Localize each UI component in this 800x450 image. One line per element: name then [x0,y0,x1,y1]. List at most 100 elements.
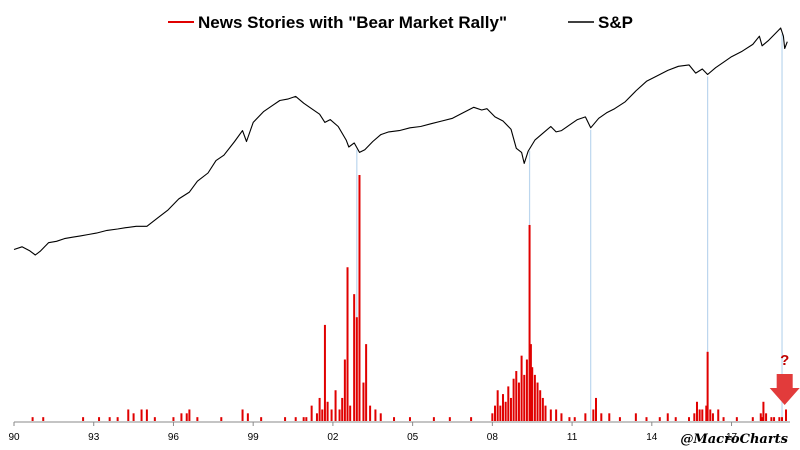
news-bar [153,417,156,421]
news-bar [618,417,621,421]
connector-lines [356,34,783,421]
news-bar [260,417,263,421]
news-bar [706,351,709,421]
news-bar [180,413,183,421]
news-bar [573,417,576,421]
legend-label-sp: S&P [598,13,633,32]
news-bar [132,413,135,421]
x-tick-label: 17 [726,432,738,443]
news-bar [470,417,473,421]
news-bar [765,413,768,421]
sp-line-path [13,27,788,256]
news-bar [305,417,308,421]
news-bar [393,417,396,421]
news-bar [374,409,377,421]
news-bar [98,417,101,421]
news-bar [346,267,349,421]
news-bar [369,405,372,421]
news-bar [343,359,346,421]
news-bar [196,417,199,421]
news-bar [318,397,321,421]
news-bar [31,417,34,421]
news-bar [127,409,130,421]
news-bar [140,409,143,421]
x-tick-label: 99 [248,432,260,443]
news-bar [528,224,531,421]
news-bar [172,417,175,421]
news-bar [701,409,704,421]
news-bar [353,294,356,421]
news-bar [584,413,587,421]
news-bar [310,405,313,421]
news-bar [666,413,669,421]
news-bar [220,417,223,421]
news-bar [185,413,188,421]
news-bar [507,386,510,421]
news-bar [674,417,677,421]
news-bar [533,374,536,421]
news-bar [326,401,329,421]
news-bar [523,374,526,421]
news-bar [539,390,542,421]
x-tick-label: 05 [407,432,419,443]
news-bar [592,409,595,421]
news-bar [512,378,515,421]
news-bar [711,413,714,421]
news-bar [762,401,765,421]
news-bar [608,413,611,421]
news-bar [544,405,547,421]
annotation: ? [769,352,800,405]
sp-line [13,27,788,256]
news-bar [362,382,365,421]
legend: News Stories with "Bear Market Rally" S&… [168,13,633,32]
news-bar [785,409,788,421]
news-bar [568,417,571,421]
news-bar [408,417,411,421]
news-bar [499,405,502,421]
news-bar [509,397,512,421]
news-bar [241,409,244,421]
news-bar [355,317,358,421]
news-bar [42,417,45,421]
news-bar [323,324,326,421]
news-bar [695,401,698,421]
news-bar [349,405,352,421]
news-bar [698,409,701,421]
news-bar [658,417,661,421]
news-bar [735,417,738,421]
news-bar [560,413,563,421]
news-bar [536,382,539,421]
news-bar [432,417,435,421]
news-bar [520,355,523,421]
news-bar [188,409,191,421]
news-bar [358,175,361,421]
down-arrow-icon [769,374,800,405]
news-bar [717,409,720,421]
news-bar [595,397,597,421]
x-tick-label: 96 [168,432,180,443]
news-bar [722,417,725,421]
news-bar [108,417,111,421]
news-bar [600,413,603,421]
news-bar [541,397,544,421]
news-bar [365,344,368,421]
news-bar [709,409,712,421]
news-bar [315,413,318,421]
news-bar [334,390,337,421]
news-bar [116,417,119,421]
news-bar [525,359,528,421]
question-mark: ? [780,352,789,369]
news-bar [761,417,764,421]
news-bar [341,397,344,421]
x-tick-label: 93 [88,432,100,443]
news-bar [531,367,534,421]
news-bar [634,413,637,421]
news-bar [496,390,499,421]
news-bar [82,417,85,421]
news-bar [491,413,494,421]
x-tick-label: 90 [8,432,20,443]
news-bars [31,175,788,421]
news-bar [549,409,552,421]
news-bar [494,405,497,421]
